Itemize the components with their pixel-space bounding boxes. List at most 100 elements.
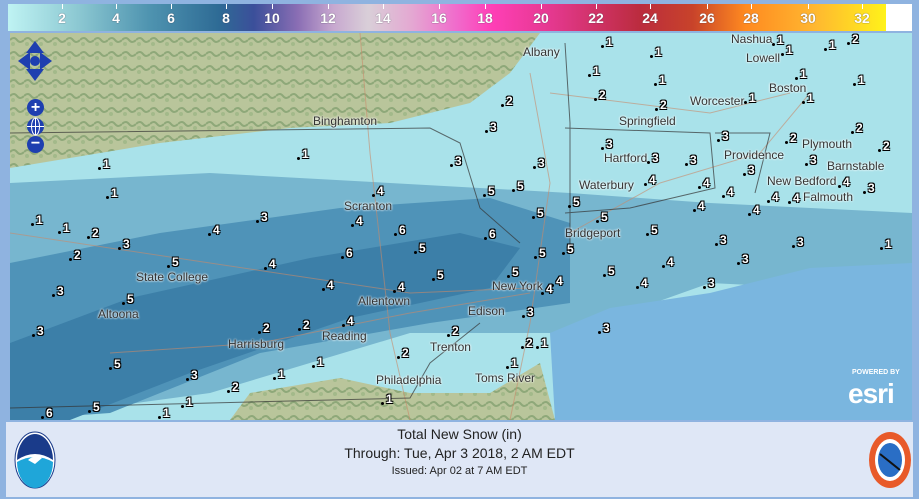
- snowfall-amount-label: 1: [772, 33, 784, 47]
- city-label: Barnstable: [827, 159, 885, 173]
- legend-tick-label: 4: [112, 10, 120, 26]
- legend-tick: [707, 4, 708, 9]
- snowfall-amount-label: 5: [122, 292, 134, 306]
- snowfall-amount-label: 3: [485, 120, 497, 134]
- snowfall-amount-label: 3: [186, 368, 198, 382]
- roads: [10, 33, 811, 420]
- legend-tick-label: 16: [431, 10, 447, 26]
- snowfall-amount-label: 2: [501, 94, 513, 108]
- pan-arrows-icon[interactable]: [16, 39, 54, 83]
- snowfall-amount-label: 2: [447, 324, 459, 338]
- snow-map[interactable]: Albany Nashua Lowell Worcester Boston Bingham…: [10, 33, 912, 420]
- city-label: Lowell: [746, 51, 781, 65]
- snowfall-amount-label: 4: [788, 191, 800, 205]
- snowfall-amount-label: 4: [351, 214, 363, 228]
- legend-tick-label: 12: [320, 10, 336, 26]
- legend-tick-label: 14: [375, 10, 391, 26]
- zoom-in-button[interactable]: +: [27, 99, 44, 116]
- legend-tick-label: 24: [642, 10, 658, 26]
- nws-logo: [869, 432, 911, 488]
- snowfall-amount-label: 1: [98, 157, 110, 171]
- snowfall-amount-label: 4: [264, 257, 276, 271]
- esri-powered-by: POWERED BY: [852, 369, 900, 376]
- legend-tick: [439, 4, 440, 9]
- snowfall-amount-label: 5: [88, 400, 100, 414]
- snowfall-amount-label: 3: [118, 237, 130, 251]
- city-label: Hartford: [604, 151, 648, 165]
- city-label: Toms River: [475, 371, 536, 385]
- snowfall-amount-label: 2: [397, 346, 409, 360]
- city-label: Philadelphia: [376, 373, 442, 387]
- legend-tick-label: 26: [699, 10, 715, 26]
- zoom-out-button[interactable]: −: [27, 136, 44, 153]
- snowfall-amount-label: 6: [484, 227, 496, 241]
- city-label: Edison: [468, 304, 505, 318]
- snowfall-amount-label: 4: [541, 282, 553, 296]
- snowfall-amount-label: 3: [598, 321, 610, 335]
- heaviest-snow-core: [10, 233, 520, 420]
- snowfall-amount-label: 1: [181, 395, 193, 409]
- snowfall-amount-label: 1: [824, 38, 836, 52]
- snowfall-amount-label: 3: [743, 163, 755, 177]
- snowfall-amount-label: 3: [32, 324, 44, 338]
- snowfall-amount-label: 1: [601, 35, 613, 49]
- snowfall-amount-label: 1: [106, 186, 118, 200]
- snow-free-land-south: [230, 363, 555, 420]
- legend-tick-label: 30: [800, 10, 816, 26]
- snowfall-amount-label: 5: [109, 357, 121, 371]
- snowfall-amount-label: 2: [847, 33, 859, 46]
- legend-tick: [328, 4, 329, 9]
- legend-tick-label: 8: [222, 10, 230, 26]
- city-label: Springfield: [619, 114, 676, 128]
- globe-icon[interactable]: [26, 117, 45, 136]
- legend-tick: [650, 4, 651, 9]
- snowfall-amount-label: 4: [551, 274, 563, 288]
- city-label: Providence: [724, 148, 785, 162]
- snowfall-amount-label: 1: [853, 73, 865, 87]
- snowfall-amount-label: 5: [603, 264, 615, 278]
- legend-tick: [808, 4, 809, 9]
- snowfall-amount-label: 6: [394, 223, 406, 237]
- legend-tick-label: 2: [58, 10, 66, 26]
- city-label: Reading: [322, 329, 367, 343]
- snowfall-amount-label: 1: [588, 64, 600, 78]
- snowfall-amount-label: 3: [647, 151, 659, 165]
- snow-color-legend: 2 4 6 8 10 12 14 16 18 20 22 24 26 28 30 32: [8, 4, 886, 31]
- snowfall-amount-label: 5: [646, 223, 658, 237]
- snowfall-amount-label: 4: [767, 190, 779, 204]
- legend-tick: [541, 4, 542, 9]
- snowfall-amount-label: 4: [342, 314, 354, 328]
- issued-time: Issued: Apr 02 at 7 AM EDT: [391, 465, 528, 477]
- snowfall-amount-label: 2: [878, 139, 890, 153]
- snowfall-amount-label: 1: [273, 367, 285, 381]
- snowfall-amount-label: 5: [596, 210, 608, 224]
- legend-tick: [62, 4, 63, 9]
- snowfall-amount-label: 5: [568, 195, 580, 209]
- snowfall-amount-label: 1: [31, 213, 43, 227]
- legend-tick-label: 28: [743, 10, 759, 26]
- legend-tick: [383, 4, 384, 9]
- snowfall-amount-label: 1: [650, 45, 662, 59]
- snowfall-amount-label: 2: [655, 98, 667, 112]
- legend-end-swatch: [886, 4, 912, 31]
- snowfall-amount-label: 3: [863, 181, 875, 195]
- city-label: Plymouth: [802, 137, 853, 151]
- snowfall-amount-label: 3: [450, 154, 462, 168]
- legend-tick: [116, 4, 117, 9]
- snowfall-amount-label: 3: [256, 210, 268, 224]
- valid-through: Through: Tue, Apr 3 2018, 2 AM EDT: [344, 445, 575, 461]
- snowfall-amount-label: 1: [781, 43, 793, 57]
- legend-tick: [272, 4, 273, 9]
- snowfall-amount-label: 2: [298, 318, 310, 332]
- noaa-logo: [14, 431, 56, 489]
- legend-tick: [596, 4, 597, 9]
- snowfall-amount-label: 5: [167, 255, 179, 269]
- snowfall-amount-label: 4: [644, 173, 656, 187]
- snowfall-amount-label: 4: [636, 276, 648, 290]
- snowfall-amount-label: 3: [717, 129, 729, 143]
- snowfall-amount-label: 4: [838, 175, 850, 189]
- city-label: Harrisburg: [228, 337, 285, 351]
- snowfall-amount-label: 5: [432, 268, 444, 282]
- snowfall-amount-label: 3: [805, 153, 817, 167]
- snowfall-amount-label: 2: [69, 248, 81, 262]
